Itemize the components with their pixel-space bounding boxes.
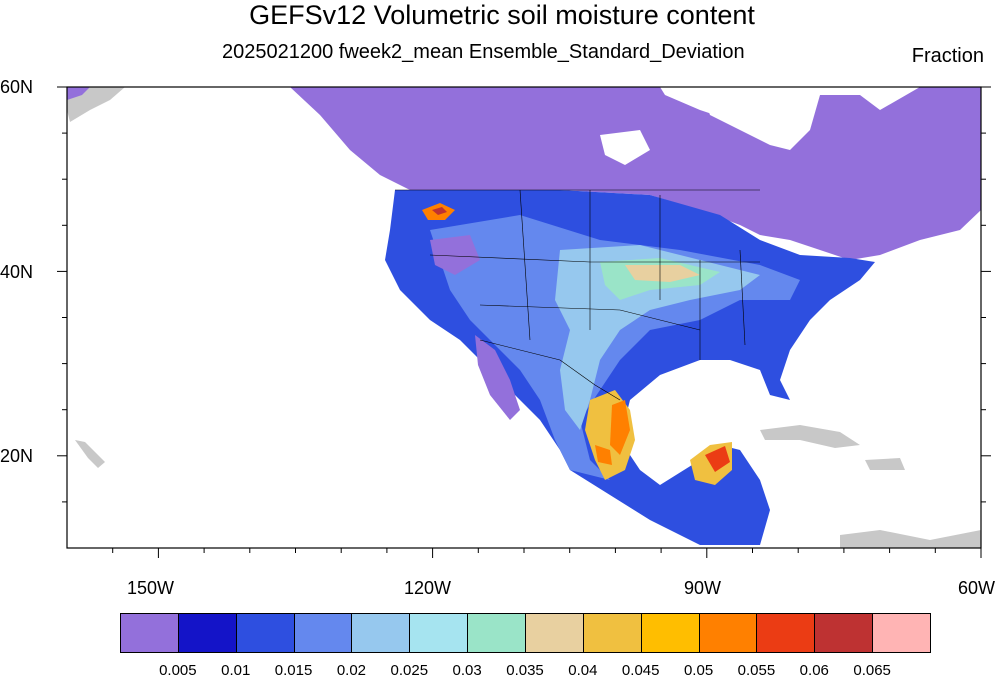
colorbar-label: 0.005 <box>159 662 197 679</box>
alaska-purple <box>67 87 90 100</box>
hawaii-islands <box>75 440 105 468</box>
alaska-fragment <box>67 87 125 122</box>
colorbar-label: 0.05 <box>683 662 714 679</box>
cuba-island <box>760 425 860 448</box>
texas-orange-zone <box>610 400 630 455</box>
colorbar-label: 0.015 <box>274 662 313 679</box>
hispaniola-island <box>865 458 905 470</box>
mexico-orange-zone <box>595 445 612 465</box>
colorbar-label: 0.025 <box>390 662 429 679</box>
lat-label-40n: 40N <box>0 262 34 282</box>
map-field <box>67 87 981 548</box>
colorbar-swatch <box>351 613 411 653</box>
canada-lakes <box>600 130 650 165</box>
colorbar <box>120 613 931 653</box>
colorbar-label: 0.06 <box>799 662 829 679</box>
soil-moisture-map <box>57 86 991 558</box>
colorbar-swatch <box>467 613 526 653</box>
colorbar-swatch <box>409 613 469 653</box>
colorbar-label: 0.055 <box>737 662 776 679</box>
colorbar-label: 0.035 <box>506 662 544 679</box>
colorbar-label: 0.045 <box>621 662 660 679</box>
axis-ticks <box>57 86 991 558</box>
colorbar-swatch <box>698 613 758 653</box>
colorbar-label: 0.01 <box>221 662 251 679</box>
colorbar-swatch <box>525 613 584 653</box>
political-boundaries <box>395 189 760 401</box>
colorbar-swatch <box>814 613 874 653</box>
colorbar-label: 0.02 <box>336 662 367 679</box>
lon-label-150w: 150W <box>127 578 175 598</box>
colorbar-label: 0.04 <box>568 662 598 679</box>
yucatan-red-zone <box>705 446 730 472</box>
lon-label-60w: 60W <box>958 578 996 598</box>
tan-zone <box>625 265 700 282</box>
baja-patch <box>475 335 520 420</box>
colorbar-label: 0.03 <box>452 662 482 679</box>
colorbar-swatch <box>235 613 295 653</box>
hudson-bay <box>700 87 820 150</box>
units-label: Fraction <box>911 45 984 67</box>
cyan-zone <box>555 245 760 430</box>
lon-label-90w: 90W <box>684 578 722 598</box>
lat-label-20n: 20N <box>0 446 34 466</box>
great-basin-patch <box>430 235 480 275</box>
colorbar-swatch <box>582 613 642 653</box>
map-subtitle: 2025021200 fweek2_mean Ensemble_Standard… <box>222 41 745 63</box>
colorbar-swatch <box>640 613 700 653</box>
lat-label-60n: 60N <box>0 77 34 97</box>
lon-label-120w: 120W <box>404 578 452 598</box>
south-america-coast <box>840 530 981 548</box>
idaho-core <box>432 207 447 215</box>
colorbar-label: 0.065 <box>853 662 891 679</box>
map-title: GEFSv12 Volumetric soil moisture content <box>249 0 755 30</box>
colorbar-swatch <box>872 613 931 653</box>
colorbar-swatch <box>756 613 816 653</box>
colorbar-swatch <box>120 613 179 653</box>
colorbar-swatch <box>177 613 237 653</box>
colorbar-swatch <box>293 613 353 653</box>
